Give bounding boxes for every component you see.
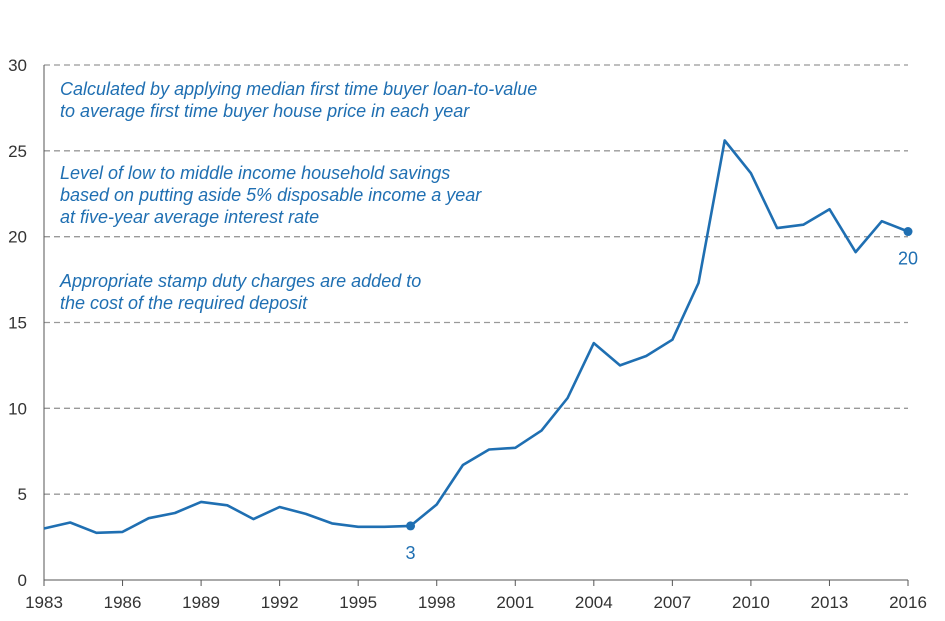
x-tick-label: 2004	[575, 593, 613, 612]
y-tick-label: 25	[8, 142, 27, 161]
highlight-point	[903, 227, 913, 237]
x-tick-label: 2016	[889, 593, 927, 612]
annotation-loan-to-value: Calculated by applying median first time…	[60, 78, 537, 122]
series-line	[43, 139, 909, 535]
y-tick-label: 0	[18, 571, 27, 590]
annotation-line: Appropriate stamp duty charges are added…	[60, 271, 422, 291]
annotation-line: to average first time buyer house price …	[60, 101, 470, 121]
y-tick-label: 20	[8, 228, 27, 247]
annotation-savings: Level of low to middle income household …	[60, 162, 481, 228]
data-label: 20	[898, 249, 918, 269]
x-tick-label: 2010	[732, 593, 770, 612]
data-label: 3	[406, 543, 416, 563]
annotation-line: the cost of the required deposit	[60, 293, 308, 313]
x-tick-label: 2013	[811, 593, 849, 612]
x-tick-label: 1998	[418, 593, 456, 612]
x-tick-label: 2001	[496, 593, 534, 612]
y-axis-tick-labels: 0 5 10 15 20 25 30	[8, 56, 27, 590]
series	[43, 139, 909, 535]
x-tick-label: 1995	[339, 593, 377, 612]
y-tick-label: 30	[8, 56, 27, 75]
highlight-point	[406, 521, 416, 531]
x-tick-label: 1983	[25, 593, 63, 612]
y-tick-label: 5	[18, 485, 27, 504]
x-tick-label: 1989	[182, 593, 220, 612]
annotation-line: based on putting aside 5% disposable inc…	[60, 185, 482, 205]
x-axis-tick-labels: 1983 1986 1989 1992 1995 1998 2001 2004 2007 2010…	[25, 593, 927, 612]
annotation-stamp-duty: Appropriate stamp duty charges are added…	[60, 270, 421, 314]
highlighted-points: 3 20	[406, 227, 918, 563]
annotation-line: at five-year average interest rate	[60, 207, 320, 227]
y-tick-label: 10	[8, 399, 27, 418]
y-tick-label: 15	[8, 314, 27, 333]
annotation-line: Calculated by applying median first time…	[60, 79, 538, 99]
grid-lines	[44, 64, 908, 495]
x-tick-label: 1992	[261, 593, 299, 612]
x-tick-label: 1986	[104, 593, 142, 612]
x-tick-label: 2007	[653, 593, 691, 612]
axes	[43, 65, 909, 586]
annotation-line: Level of low to middle income household …	[60, 163, 451, 183]
